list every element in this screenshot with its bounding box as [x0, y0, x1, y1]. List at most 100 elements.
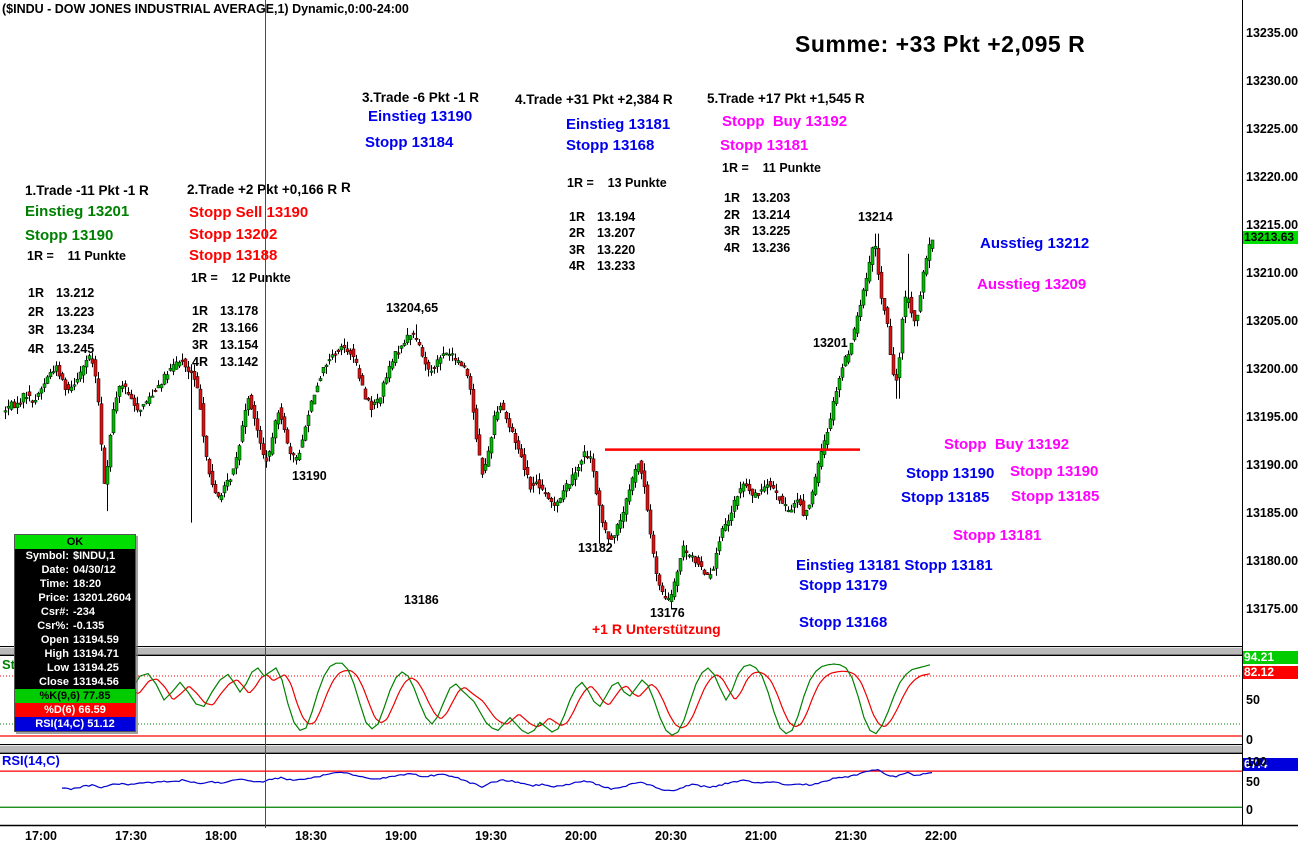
time-tick-label: 20:30 [655, 829, 687, 843]
trade-1-label: Stopp 13190 [25, 227, 114, 244]
chart-price-label: 13214 [858, 210, 893, 224]
splitter-stoch-rsi[interactable] [0, 744, 1242, 754]
trade-4-label: 4.Trade +31 Pkt +2,384 R [515, 92, 673, 107]
trade-2-label: Stopp Sell 13190 [189, 204, 309, 221]
stoch-tick-label: 50 [1246, 693, 1260, 707]
annotation: Stopp 13179 [799, 577, 888, 594]
databox-row: Date: 04/30/12 [41, 564, 116, 576]
trade-2-label: 2.Trade +2 Pkt +0,166 R [187, 182, 338, 197]
trade-3-label: Einstieg 13190 [368, 108, 473, 125]
trade-2-r-level: 4R 13.142 [192, 355, 259, 369]
chart-price-label: 13176 [650, 606, 685, 620]
trade-4-label: 1R = 13 Punkte [567, 176, 667, 190]
databox-row: Price: 13201.2604 [38, 592, 132, 604]
trade-1-label: 1.Trade -11 Pkt -1 R [25, 183, 149, 198]
trade-1-label: Einstieg 13201 [25, 203, 130, 220]
databox-header[interactable]: OK [15, 535, 135, 549]
annotation: Stopp 13190 [906, 465, 995, 482]
annotation: Stopp 13168 [799, 614, 888, 631]
annotation: Stopp Buy 13192 [944, 436, 1070, 453]
time-tick-label: 20:00 [565, 829, 597, 843]
stoch-d-line [57, 669, 931, 729]
trade-5-r-level: 1R 13.203 [724, 191, 791, 205]
price-tick-label: 13200.00 [1246, 362, 1298, 376]
stoch-k-badge: 94.21 [1243, 651, 1298, 664]
trade-2-label: Stopp 13188 [189, 247, 278, 264]
time-tick-label: 18:00 [205, 829, 237, 843]
rsi-tick-label: 100 [1246, 754, 1267, 769]
trade-4-r-level: 1R 13.194 [569, 210, 636, 224]
last-price-badge: 13213.63 [1243, 231, 1298, 245]
trade-2-label: Stopp 13202 [189, 226, 278, 243]
price-tick-label: 13180.00 [1246, 554, 1298, 568]
time-tick-label: 18:30 [295, 829, 327, 843]
databox-row: High 13194.71 [44, 648, 119, 660]
splitter-main-stoch[interactable] [0, 646, 1242, 656]
price-tick-label: 13210.00 [1246, 266, 1298, 280]
trade-4-label: Einstieg 13181 [566, 116, 671, 133]
annotation: Stopp 13181 [953, 527, 1042, 544]
chart-title: ($INDU - DOW JONES INDUSTRIAL AVERAGE,1)… [2, 2, 409, 16]
time-tick-label: 22:00 [925, 829, 957, 843]
trade-2-r-level: 2R 13.166 [192, 321, 259, 335]
trade-2-r-level: 1R 13.178 [192, 304, 259, 318]
rsi-tick-label: 0 [1246, 803, 1253, 817]
trade-4-label: Stopp 13168 [566, 137, 655, 154]
databox-indicator-row: %K(9,6) 77.85 [15, 689, 135, 703]
price-tick-label: 13205.00 [1246, 314, 1298, 328]
databox-row: Close 13194.56 [39, 676, 119, 688]
annotation: Ausstieg 13212 [980, 235, 1090, 252]
chart-price-label: 13190 [292, 469, 327, 483]
candles-layer [3, 233, 935, 610]
databox-body: Symbol: $INDU,1 Date: 04/30/12 Time: 18:20 Pri… [15, 549, 135, 689]
price-tick-label: 13195.00 [1246, 410, 1298, 424]
databox-indicator-row: RSI(14,C) 51.12 [15, 717, 135, 731]
price-tick-label: 13230.00 [1246, 74, 1298, 88]
price-tick-label: 13235.00 [1246, 26, 1298, 40]
databox-row: Csr#: -234 [40, 606, 96, 618]
trade-1-r-level: 1R 13.212 [28, 286, 95, 300]
time-tick-label: 19:30 [475, 829, 507, 843]
rsi-tick-label: 50 [1246, 775, 1260, 790]
price-tick-label: 13190.00 [1246, 458, 1298, 472]
time-tick-label: 21:00 [745, 829, 777, 843]
time-tick-label: 17:30 [115, 829, 147, 843]
trade-2-label: 1R = 12 Punkte [191, 271, 291, 285]
trade-5-label: Stopp 13181 [720, 137, 809, 154]
trade-4-r-level: 4R 13.233 [569, 258, 636, 273]
annotation: Einstieg 13181 Stopp 13181 [796, 557, 993, 574]
time-tick-label: 21:30 [835, 829, 867, 843]
trade-2-r-level: 3R 13.154 [192, 338, 259, 352]
price-tick-label: 13225.00 [1246, 122, 1298, 136]
trade-4-r-level: 2R 13.207 [569, 226, 636, 241]
databox-row: Csr%: -0.135 [37, 620, 105, 632]
data-tooltip-window[interactable]: OK Symbol: $INDU,1 Date: 04/30/12 Time: 18:20… [14, 534, 136, 732]
databox-row: Time: 18:20 [39, 578, 102, 590]
trade-5-label: Stopp Buy 13192 [722, 113, 848, 130]
chart-price-label: 13204,65 [386, 301, 439, 315]
annotation: +1 R Unterstützung [592, 621, 721, 637]
rsi-panel-label: RSI(14,C) [2, 753, 60, 768]
databox-row: Symbol: $INDU,1 [25, 550, 116, 562]
price-tick-label: 13175.00 [1246, 602, 1298, 616]
annotation: Stopp 13185 [1011, 488, 1100, 505]
annotation: Stopp 13185 [901, 489, 990, 506]
time-tick-label: 19:00 [385, 829, 417, 843]
trade-3-label: 3.Trade -6 Pkt -1 R [362, 90, 480, 105]
trade-3-label: R [341, 180, 351, 195]
trade-5-r-level: 3R 13.225 [724, 224, 791, 239]
databox-indicator-row: %D(6) 66.59 [15, 703, 135, 717]
trade-5-r-level: 4R 13.236 [724, 241, 791, 256]
time-tick-label: 17:00 [25, 829, 57, 843]
chart-price-label: 13186 [404, 593, 439, 607]
rsi-badge: 67.4 [1243, 758, 1298, 771]
trade-1-r-level: 4R 13.245 [28, 341, 95, 356]
session-divider-line [265, 0, 266, 828]
trade-3-label: Stopp 13184 [365, 134, 454, 151]
price-tick-label: 13220.00 [1246, 170, 1298, 184]
price-tick-label: 13215.00 [1246, 218, 1298, 232]
trade-1-r-level: 3R 13.234 [28, 323, 95, 337]
summary-text: Summe: +33 Pkt +2,095 R [795, 31, 1086, 57]
